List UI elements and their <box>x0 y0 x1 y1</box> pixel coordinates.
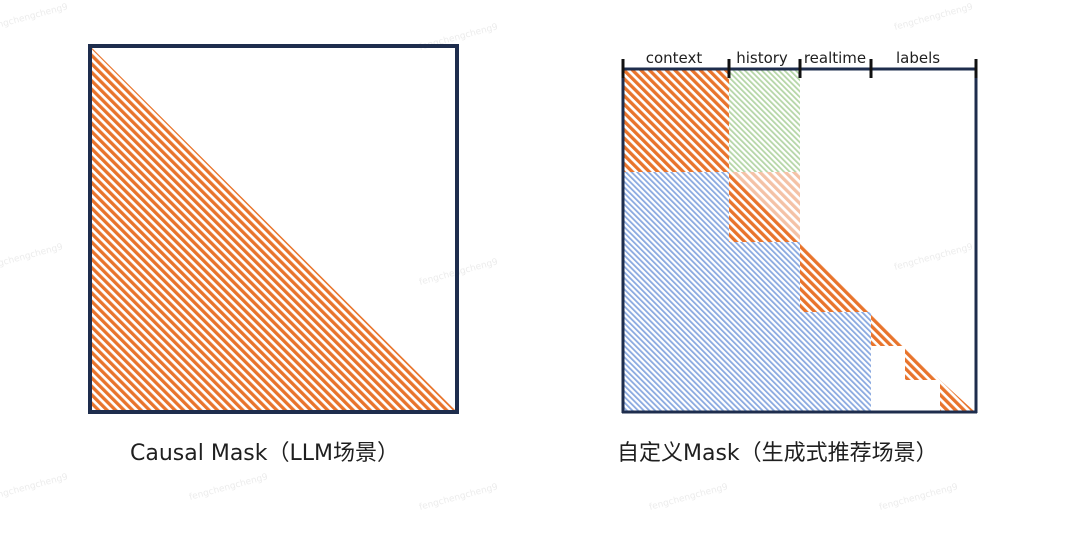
causal-mask-caption: Causal Mask（LLM场景） <box>130 441 399 466</box>
segment-label-realtime: realtime <box>804 49 866 67</box>
custom-mask-panel: context history realtime labels <box>621 49 978 414</box>
segment-label-history: history <box>736 49 788 67</box>
segment-ticks <box>621 59 978 78</box>
watermark-text: fengchengcheng9 <box>418 482 499 513</box>
watermark-text: fengchengcheng9 <box>0 2 69 33</box>
watermark-text: fengchengcheng9 <box>893 242 974 273</box>
causal-mask-lower-triangle <box>92 48 456 411</box>
realtime-triangle <box>800 242 871 312</box>
watermark-text: fengchengcheng9 <box>0 472 69 503</box>
blue-block-realtime <box>800 312 871 412</box>
context-block <box>623 70 729 172</box>
causal-mask-panel <box>88 44 459 414</box>
watermark-text: fengchengcheng9 <box>0 242 64 273</box>
label-triangle-3 <box>940 380 975 412</box>
watermark-text: fengchengcheng9 <box>878 482 959 513</box>
watermark-text: fengchengcheng9 <box>188 472 269 503</box>
history-lower-triangle <box>729 172 800 242</box>
custom-mask-caption: 自定义Mask（生成式推荐场景） <box>617 441 938 466</box>
label-triangle-2 <box>905 346 940 380</box>
segment-label-context: context <box>646 49 703 67</box>
label-triangle-1 <box>871 312 905 346</box>
segment-labels: context history realtime labels <box>646 49 941 67</box>
history-green-block <box>729 70 800 172</box>
causal-mask-frame <box>88 44 459 414</box>
blue-block-context <box>623 172 729 412</box>
watermark-text: fengchengcheng9 <box>648 482 729 513</box>
blue-block-history <box>729 242 800 412</box>
watermark-text: fengchengcheng9 <box>893 2 974 33</box>
segment-label-labels: labels <box>896 49 940 67</box>
